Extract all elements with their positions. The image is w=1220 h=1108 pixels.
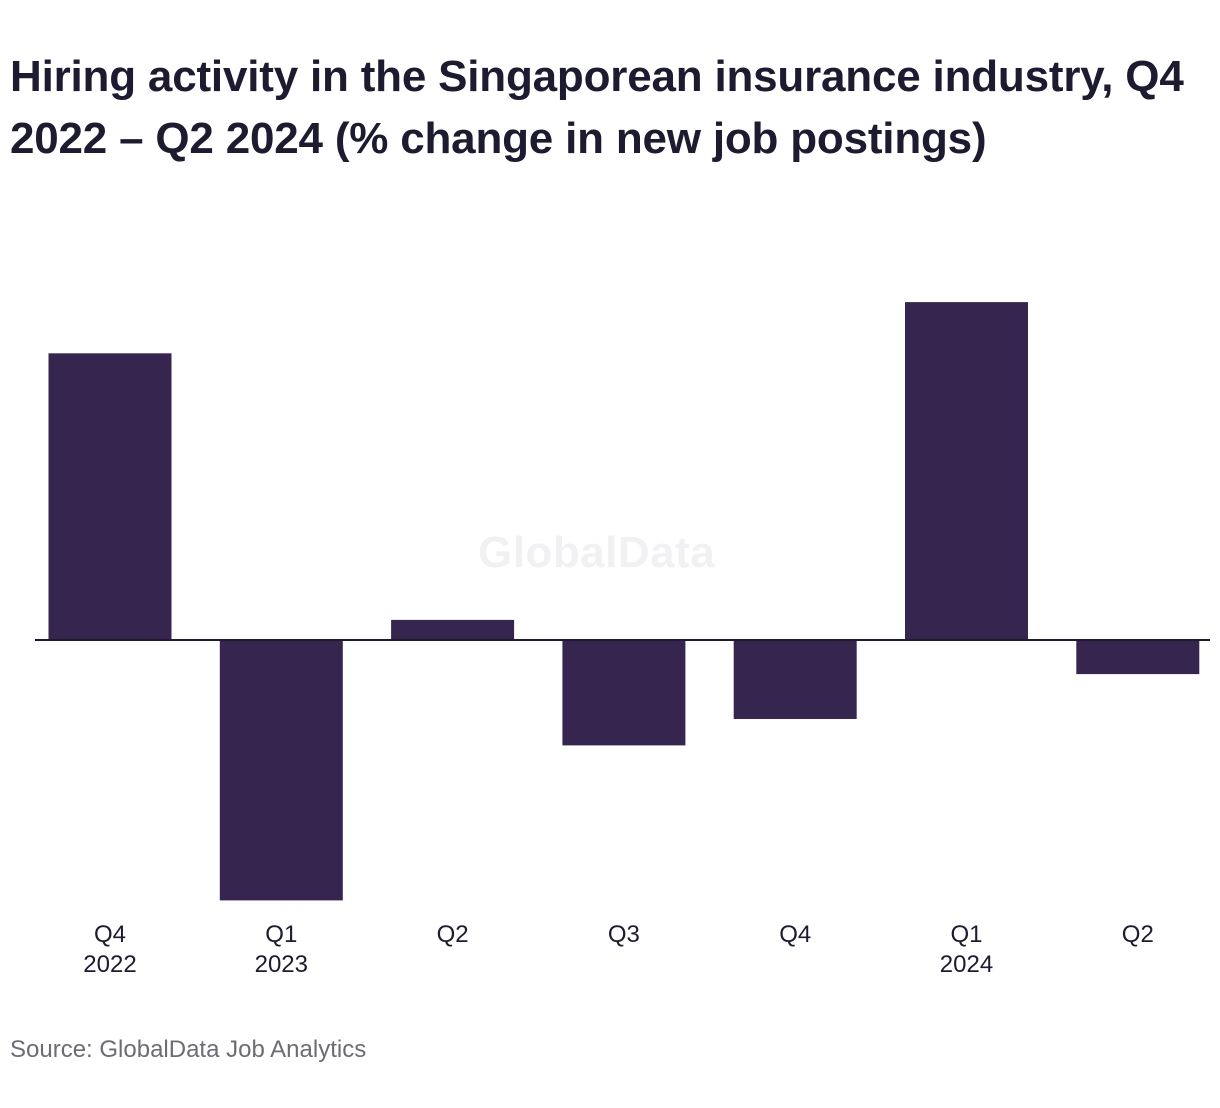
- x-tick-label-0-0: Q4: [94, 921, 126, 948]
- bar-0: [48, 353, 172, 641]
- bar-3: [562, 640, 686, 746]
- x-tick-label-0-1: 2022: [83, 951, 136, 978]
- source-note: Source: GlobalData Job Analytics: [10, 1036, 367, 1063]
- x-tick-label-2-0: Q2: [437, 921, 469, 948]
- bar-1: [219, 640, 343, 901]
- bar-4: [733, 640, 857, 719]
- chart-title: Hiring activity in the Singaporean insur…: [10, 52, 1184, 163]
- bar-5: [905, 302, 1028, 640]
- x-tick-label-5-1: 2024: [940, 951, 993, 978]
- watermark: GlobalData: [478, 528, 716, 577]
- x-tick-label-5-0: Q1: [950, 921, 982, 948]
- x-tick-label-1-1: 2023: [255, 951, 308, 978]
- x-tick-label-3-0: Q3: [608, 921, 640, 948]
- x-tick-label-4-0: Q4: [779, 921, 811, 948]
- x-tick-label-6-0: Q2: [1122, 921, 1154, 948]
- bar-2: [391, 619, 515, 641]
- bar-6: [1076, 640, 1200, 675]
- x-tick-label-1-0: Q1: [265, 921, 297, 948]
